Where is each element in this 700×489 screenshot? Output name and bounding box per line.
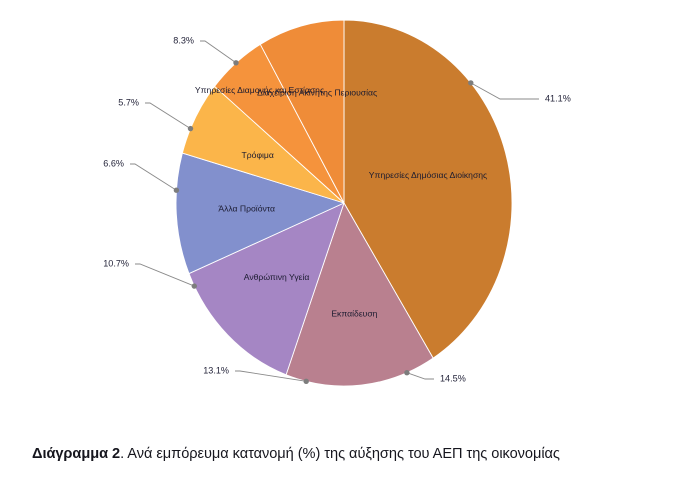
caption-body: . Ανά εμπόρευμα κατανομή (%) της αύξησης… (120, 445, 560, 462)
callout-anchor-dot (303, 378, 309, 384)
callout-leader-line (200, 40, 237, 64)
slice-percent-label: 14.5% (440, 373, 466, 383)
slice-percent-label: 41.1% (545, 93, 571, 103)
callout-anchor-dot (233, 60, 239, 66)
caption-figure-number: Διάγραμμα 2 (32, 445, 121, 462)
callout-anchor-dot (404, 370, 410, 376)
slice-label: Άλλα Προϊόντα (218, 204, 275, 214)
slice-percent-label: 8.3% (173, 35, 194, 45)
slice-label: Εκπαίδευση (331, 308, 377, 318)
callout-leader-line (145, 102, 191, 129)
pie-chart-svg: Υπηρεσίες Δημόσιας Διοίκησης Εκπαίδευση Αν… (103, 19, 571, 387)
pie-slices-group (175, 19, 513, 387)
figure-caption: Διάγραμμα 2. Ανά εμπόρευμα κατανομή (%) … (0, 420, 700, 489)
pie-slice[interactable] (285, 202, 434, 387)
callout-leader-line (135, 263, 195, 287)
slice-percent-label: 10.7% (103, 258, 129, 268)
slice-label: Ανθρώπινη Υγεία (244, 272, 310, 282)
callout-leader-line (406, 372, 434, 380)
pie-chart-area: Υπηρεσίες Δημόσιας Διοίκησης Εκπαίδευση Αν… (103, 19, 571, 387)
pie-slice[interactable] (259, 19, 345, 204)
slice-percent-label: 6.6% (103, 158, 124, 168)
slice-label: Υπηρεσίες Δημόσιας Διοίκησης (369, 170, 487, 180)
pie-slice[interactable] (343, 19, 513, 359)
callout-anchor-dot (468, 80, 474, 86)
slice-percent-label: 5.7% (118, 97, 139, 107)
callout-anchor-dot (173, 187, 180, 193)
pie-slice[interactable] (175, 152, 345, 275)
slice-label: Διαχείριση Ακίνητης Περιουσίας (257, 88, 377, 98)
callout-anchor-dot (187, 125, 194, 132)
caption-text: Διάγραμμα 2. Ανά εμπόρευμα κατανομή (%) … (32, 445, 560, 465)
callout-leader-line (470, 82, 539, 100)
pie-slice[interactable] (188, 202, 345, 376)
callout-leader-line (130, 163, 177, 191)
callout-anchor-dot (191, 283, 197, 289)
slice-label: Υπηρεσίες Διαμονής και Εστίασης (195, 85, 324, 95)
percent-callouts-group: 41.1% 14.5% 13.1% 10.7% 6.6% 5.7% 8.3% (103, 35, 571, 384)
callout-leader-line (235, 370, 307, 382)
slice-labels-group: Υπηρεσίες Δημόσιας Διοίκησης Εκπαίδευση Αν… (195, 85, 487, 318)
slice-percent-label: 13.1% (203, 365, 229, 375)
slice-label: Τρόφιμα (242, 150, 274, 160)
